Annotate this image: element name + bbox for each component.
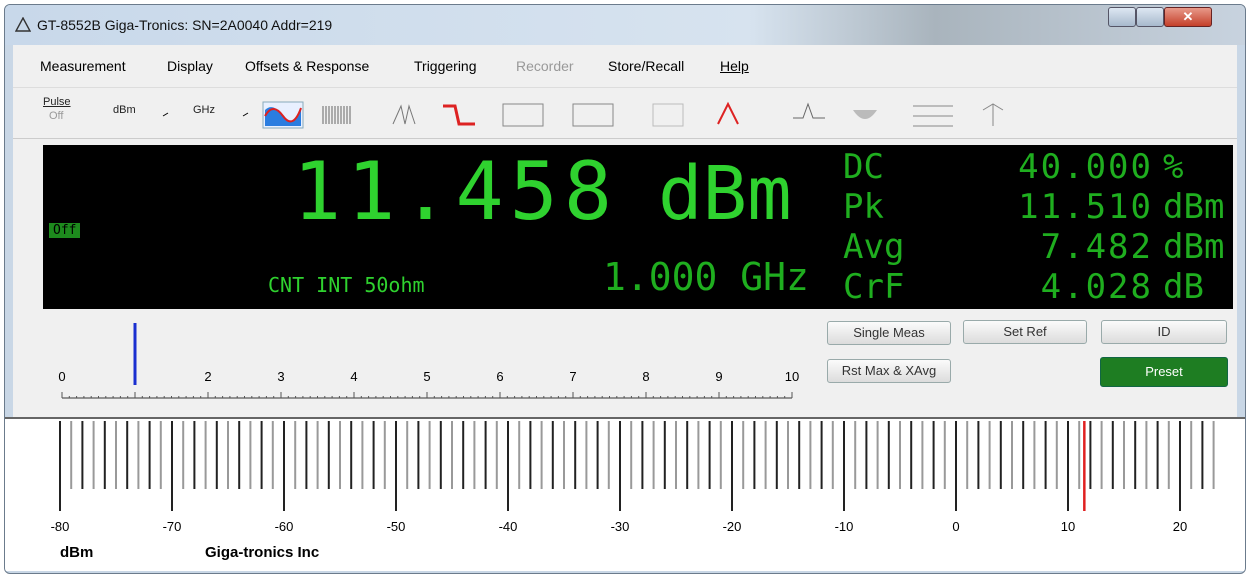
menu-item[interactable]: Store/Recall xyxy=(608,58,684,74)
slider-thumb xyxy=(134,323,137,385)
title-bar: GT-8552B Giga-Tronics: SN=2A0040 Addr=21… xyxy=(5,5,1245,45)
stat-unit: dBm xyxy=(1163,187,1224,227)
db-response-icon[interactable] xyxy=(573,104,613,126)
meter-tick-label: -60 xyxy=(275,519,294,534)
slider-tick-label: 0 xyxy=(58,369,65,384)
meter-tick-label: -10 xyxy=(835,519,854,534)
meter-tick-label: 0 xyxy=(952,519,959,534)
stat-unit: dBm xyxy=(1163,227,1224,267)
stat-label: Avg xyxy=(843,227,904,267)
button[interactable]: Preset xyxy=(1100,357,1228,387)
meter-tick-label: -20 xyxy=(723,519,742,534)
slider-tick-label: 2 xyxy=(204,369,211,384)
meter-unit: dBm xyxy=(60,544,93,561)
stat-value: 40.000 xyxy=(1018,147,1153,187)
stat-value: 4.028 xyxy=(1041,267,1153,307)
peak-icon[interactable] xyxy=(393,106,415,124)
meter-tick-label: -80 xyxy=(51,519,70,534)
recorder-icon xyxy=(653,104,683,126)
menu-item[interactable]: Triggering xyxy=(414,58,477,74)
db-offset-icon[interactable] xyxy=(503,104,543,126)
pass-fail-icon[interactable] xyxy=(913,106,953,126)
meter-tick-label: 20 xyxy=(1173,519,1187,534)
window-title: GT-8552B Giga-Tronics: SN=2A0040 Addr=21… xyxy=(37,17,332,33)
button[interactable]: ID xyxy=(1101,320,1227,344)
slider-tick-label: 6 xyxy=(496,369,503,384)
stat-label: DC xyxy=(843,147,884,187)
reading-unit: dBm xyxy=(658,151,792,237)
meter-tick-label: -40 xyxy=(499,519,518,534)
bar-icon[interactable] xyxy=(323,106,350,124)
toolbar: Pulse Off dBm GHz xyxy=(13,87,1237,139)
close-button[interactable]: ✕ xyxy=(1164,7,1212,27)
meter-tick-label: -30 xyxy=(611,519,630,534)
output-icon[interactable] xyxy=(793,104,825,118)
dropdown-arrow xyxy=(163,113,248,116)
limit-icon xyxy=(853,110,877,119)
stat-value: 7.482 xyxy=(1041,227,1153,267)
frequency: 1.000 GHz xyxy=(603,255,809,299)
status: CNT INT 50ohm xyxy=(268,273,425,297)
stat-unit: % xyxy=(1163,147,1183,187)
reading: 11.458 xyxy=(293,145,618,238)
stat-unit: dB xyxy=(1163,267,1204,307)
trigger-icon[interactable] xyxy=(718,104,738,124)
minimize-button[interactable] xyxy=(1108,7,1136,27)
menu-item[interactable]: Measurement xyxy=(40,58,126,74)
toolbar-icons xyxy=(153,98,1053,132)
pulse-button[interactable]: Pulse xyxy=(43,96,71,108)
maximize-button[interactable] xyxy=(1136,7,1164,27)
slider-tick-label: 3 xyxy=(277,369,284,384)
stat-label: CrF xyxy=(843,267,904,307)
slider-tick-label: 4 xyxy=(350,369,357,384)
stat-value: 11.510 xyxy=(1018,187,1153,227)
menu-item: Recorder xyxy=(516,58,574,74)
page: GT-8552B Giga-Tronics: SN=2A0040 Addr=21… xyxy=(0,0,1250,577)
meter-brand: Giga-tronics Inc xyxy=(205,544,319,561)
slider-tick-label: 5 xyxy=(423,369,430,384)
button[interactable]: Set Ref xyxy=(963,320,1087,344)
filter-icon[interactable] xyxy=(443,106,475,124)
button[interactable]: Single Meas xyxy=(827,321,951,345)
indicator: Off xyxy=(49,223,80,238)
menu-item[interactable]: Offsets & Response xyxy=(245,58,369,74)
unit-dropdown[interactable]: dBm xyxy=(113,104,136,116)
meter-tick-label: -70 xyxy=(163,519,182,534)
slider: 0 2 3 4 5 6 7 8 9 10 xyxy=(13,313,813,413)
slider-tick-label: 9 xyxy=(715,369,722,384)
meter-tick-label: 10 xyxy=(1061,519,1075,534)
client-area: Measurement Display Offsets & Response T… xyxy=(13,45,1237,567)
meter: dBm Giga-tronics Inc -80 -70 -60 -50 -40 -30 -… xyxy=(5,417,1245,571)
app-window: GT-8552B Giga-Tronics: SN=2A0040 Addr=21… xyxy=(4,4,1246,574)
slider-tick-label: 10 xyxy=(785,369,799,384)
stat-label: Pk xyxy=(843,187,884,227)
app-icon xyxy=(15,17,31,33)
pulse-state: Off xyxy=(49,110,63,122)
rel-icon[interactable] xyxy=(983,104,1003,126)
menu-item[interactable]: Help xyxy=(720,58,749,74)
meter-tick-label: -50 xyxy=(387,519,406,534)
slider-tick-label: 7 xyxy=(569,369,576,384)
button[interactable]: Rst Max & XAvg xyxy=(827,359,951,383)
display-panel: Off 11.458 dBm CNT INT 50ohm 1.000 GHz D… xyxy=(43,145,1233,309)
slider-tick-label: 8 xyxy=(642,369,649,384)
menu-item[interactable]: Display xyxy=(167,58,213,74)
